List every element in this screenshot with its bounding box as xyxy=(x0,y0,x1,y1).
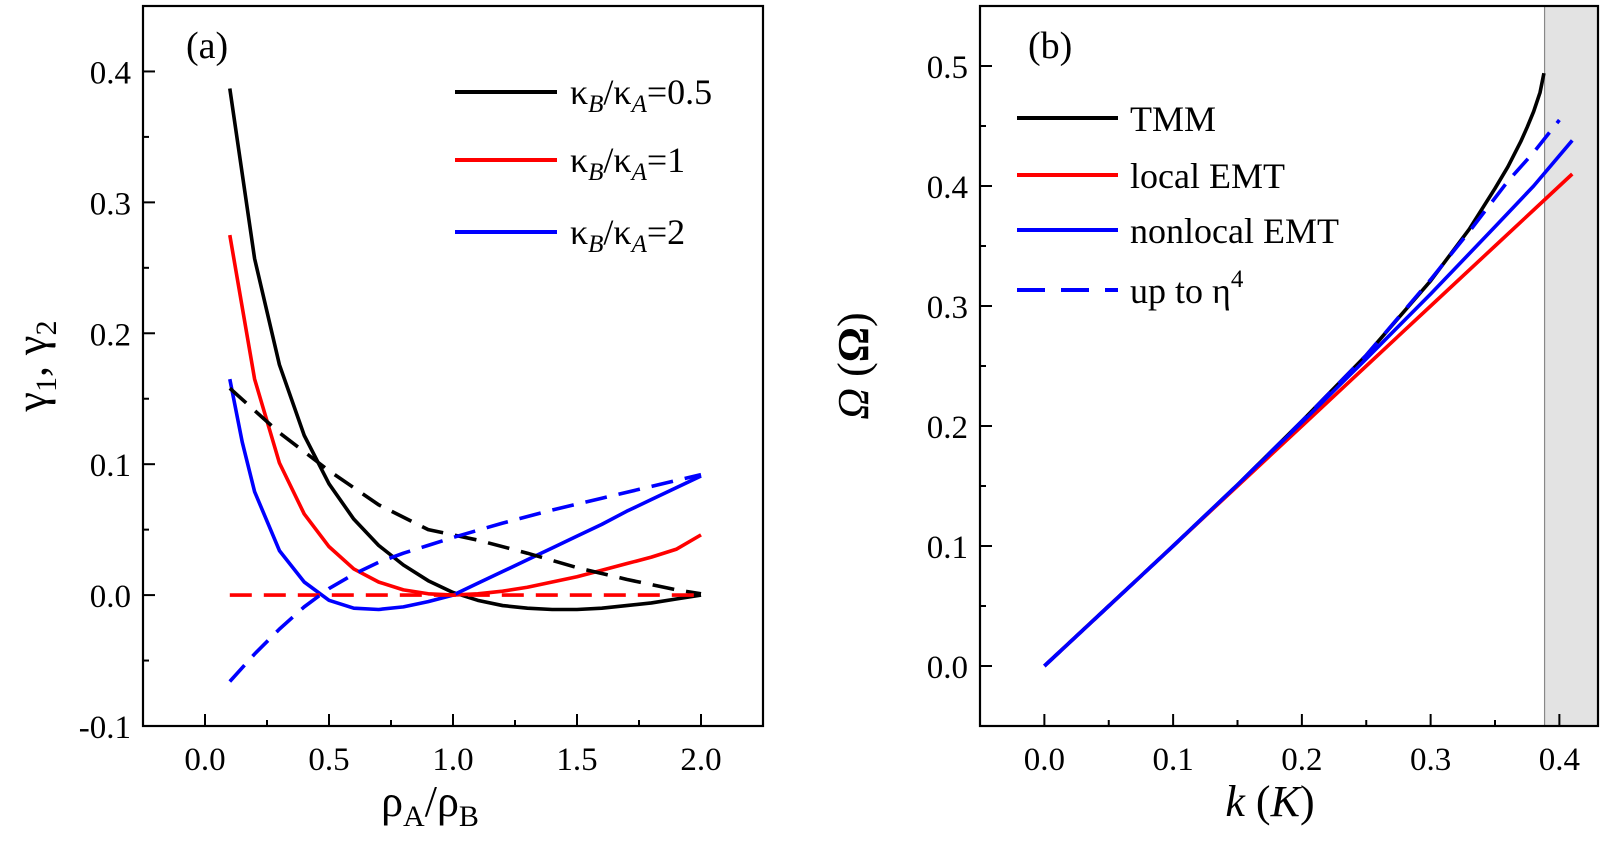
panel-b-series xyxy=(1043,72,1574,668)
y-tick-label-a-3: 0.2 xyxy=(90,317,131,353)
series-line-a-3 xyxy=(228,386,702,596)
panel-a: 0.0 0.5 1.0 1.5 2.0 -0.1 0.0 0.1 0.2 0.3 0.4 (a) κ… xyxy=(7,4,765,833)
kappa-b-sub: B xyxy=(588,159,603,186)
legend-label-b-2: nonlocal EMT xyxy=(1130,211,1339,251)
panel-a-y-axis-title: γ1, γ2 xyxy=(7,321,63,413)
x-tick-label-b-4: 0.4 xyxy=(1539,742,1580,778)
panel-a-frame xyxy=(141,4,765,728)
kappa-b-sub: B xyxy=(588,91,603,118)
kappa-a-sub: A xyxy=(630,159,648,186)
eta-superscript: 4 xyxy=(1231,266,1244,293)
x-tick-label-a-2: 1.0 xyxy=(432,742,473,778)
x-tick-label-a-4: 2.0 xyxy=(680,742,721,778)
panel-a-label: (a) xyxy=(186,25,228,67)
legend-value: =2 xyxy=(647,212,685,252)
x-tick-label-a-0: 0.0 xyxy=(184,742,225,778)
gamma-1-sub: 1 xyxy=(30,377,63,392)
slash-kappa: /κ xyxy=(603,212,631,252)
gamma-2-sub: 2 xyxy=(30,321,63,336)
panel-b-ticks: 0.0 0.1 0.2 0.3 0.4 0.0 0.1 0.2 0.3 0.4 0.5 xyxy=(927,50,1580,778)
panel-b-frame xyxy=(978,4,1600,728)
kappa-b-sub: B xyxy=(588,231,603,258)
kappa-a-sub: A xyxy=(630,231,648,258)
panel-a-ticks: 0.0 0.5 1.0 1.5 2.0 -0.1 0.0 0.1 0.2 0.3 0.4 xyxy=(79,55,722,778)
series-line-b-0 xyxy=(1043,72,1546,668)
panel-b-label: (b) xyxy=(1028,25,1072,67)
rho-b-sub: B xyxy=(459,800,479,833)
y-tick-label-b-0: 0.0 xyxy=(927,650,968,686)
panel-b: 0.0 0.1 0.2 0.3 0.4 0.0 0.1 0.2 0.3 0.4 0.5 (b) TM… xyxy=(829,4,1600,826)
kappa-b-part: κ xyxy=(570,72,588,112)
y-tick-label-b-4: 0.4 xyxy=(927,170,968,206)
y-tick-label-a-4: 0.3 xyxy=(90,186,131,222)
series-line-b-2 xyxy=(1043,139,1574,668)
panel-a-series xyxy=(228,88,702,683)
panel-a-x-axis-title: ρA/ρB xyxy=(381,777,479,833)
gamma-sep: , γ xyxy=(7,336,56,377)
panel-b-y-axis-title: Ω (Ω) xyxy=(829,312,878,419)
y-tick-label-a-1: 0.0 xyxy=(90,579,131,615)
y-tick-label-b-2: 0.2 xyxy=(927,410,968,446)
series-line-a-2 xyxy=(228,378,702,612)
kappa-b-part: κ xyxy=(570,140,588,180)
panel-b-x-axis-title: k (K) xyxy=(1225,777,1314,826)
kappa-b-part: κ xyxy=(570,212,588,252)
legend-label-a-0: κB/κA=0.5 xyxy=(570,72,712,118)
y-tick-label-b-1: 0.1 xyxy=(927,530,968,566)
series-line-a-5 xyxy=(228,472,702,683)
panel-a-legend: κB/κA=0.5 κB/κA=1 κB/κA=2 xyxy=(455,72,712,258)
y-tick-label-a-0: -0.1 xyxy=(79,710,131,746)
legend-value: =0.5 xyxy=(647,72,712,112)
panel-b-legend: TMM local EMT nonlocal EMT up to η4 xyxy=(1017,99,1339,311)
legend-label-a-2: κB/κA=2 xyxy=(570,212,685,258)
x-tick-label-b-0: 0.0 xyxy=(1024,742,1065,778)
x-tick-label-a-1: 0.5 xyxy=(308,742,349,778)
x-tick-label-b-3: 0.3 xyxy=(1410,742,1451,778)
legend-label-a-1: κB/κA=1 xyxy=(570,140,685,186)
x-tick-label-b-1: 0.1 xyxy=(1153,742,1194,778)
x-tick-label-a-3: 1.5 xyxy=(556,742,597,778)
slash-kappa: /κ xyxy=(603,140,631,180)
slash-kappa: /κ xyxy=(603,72,631,112)
series-line-a-0 xyxy=(228,88,702,612)
panel-b-shaded-region xyxy=(1544,6,1598,726)
series-line-b-3 xyxy=(1043,118,1561,668)
k-symbol: k xyxy=(1225,777,1246,826)
rho-b-part: /ρ xyxy=(425,777,459,826)
y-tick-label-a-5: 0.4 xyxy=(90,55,131,91)
series-line-a-1 xyxy=(228,234,702,597)
omega-unit: Ω xyxy=(829,327,878,362)
omega-symbol: Ω xyxy=(829,388,878,420)
k-unit: K xyxy=(1270,777,1303,826)
y-tick-label-b-5: 0.5 xyxy=(927,50,968,86)
kappa-a-sub: A xyxy=(630,91,648,118)
x-tick-label-b-2: 0.2 xyxy=(1281,742,1322,778)
rho-a-sub: A xyxy=(403,800,425,833)
legend-label-b-1: local EMT xyxy=(1130,156,1285,196)
legend-label-b-3: up to η4 xyxy=(1130,266,1244,311)
y-tick-label-b-3: 0.3 xyxy=(927,290,968,326)
legend-label-b-0: TMM xyxy=(1130,99,1216,139)
legend-value: =1 xyxy=(647,140,685,180)
y-tick-label-a-2: 0.1 xyxy=(90,448,131,484)
